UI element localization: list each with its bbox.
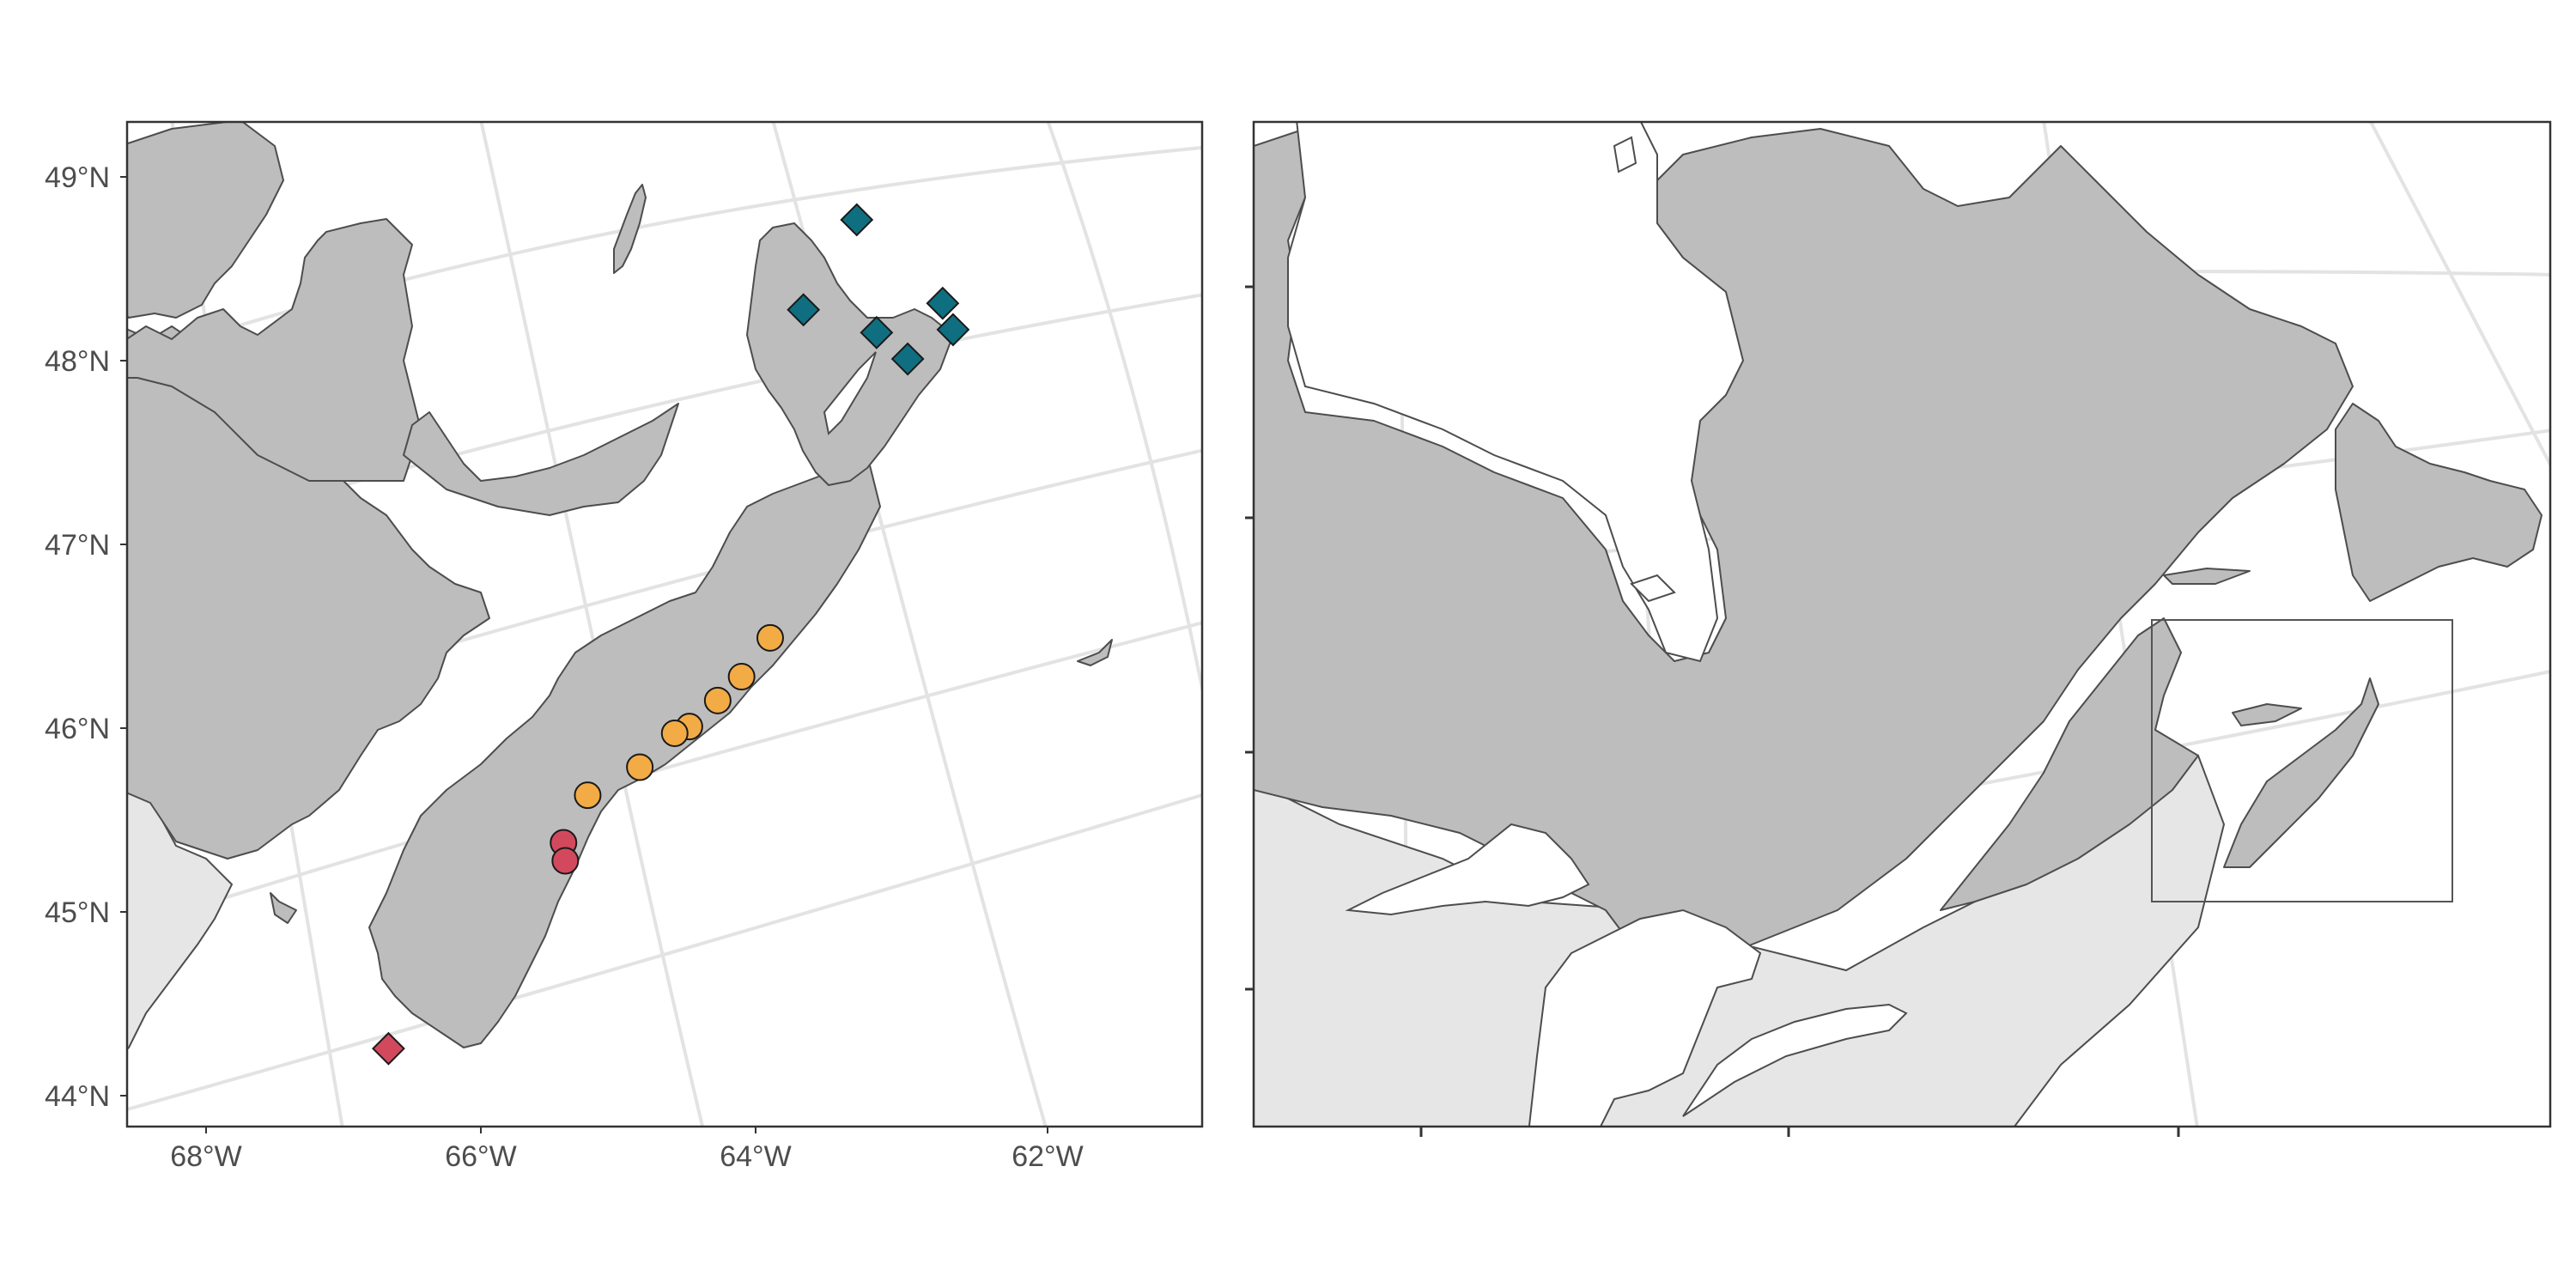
- nova-scotia-land: [368, 454, 881, 1048]
- pei-inset: [2232, 703, 2302, 726]
- study-sites: [372, 203, 970, 1066]
- site-marker-red-diamond: [372, 1031, 405, 1066]
- right-map-frame: [1252, 120, 2552, 1128]
- site-marker-teal-diamond: [936, 313, 970, 347]
- lat-tick-label: 47°N: [45, 529, 110, 562]
- left-lon-axis: 68°W 66°W 64°W 62°W: [170, 1127, 1084, 1173]
- lon-tick-label: 66°W: [445, 1140, 517, 1173]
- bras-dor-lake: [823, 351, 877, 436]
- left-map-frame: [125, 120, 1204, 1128]
- site-marker-teal-diamond: [926, 286, 960, 320]
- lon-tick-label: 64°W: [720, 1140, 792, 1173]
- site-marker-orange-circle: [626, 753, 654, 781]
- lat-tick-label: 44°N: [45, 1080, 110, 1113]
- lake-superior: [1345, 823, 1590, 916]
- right-axis-ticks: [1245, 285, 2180, 1137]
- gaspe-maritimes-land: [1940, 617, 2199, 911]
- lon-tick-label: 68°W: [170, 1140, 242, 1173]
- prince-edward-island-land: [403, 403, 679, 516]
- lat-tick-label: 48°N: [45, 345, 110, 378]
- james-bay-water: [1287, 122, 1745, 663]
- newfoundland-land: [2335, 403, 2543, 602]
- site-marker-orange-circle: [727, 663, 756, 691]
- anticosti-island-inset: [2163, 568, 2251, 585]
- lake-erie-ontario: [1682, 1003, 1908, 1117]
- manicouagan-reservoir: [1613, 136, 1637, 173]
- site-marker-orange-circle: [660, 719, 689, 747]
- lat-tick-label: 46°N: [45, 713, 110, 745]
- site-marker-red-circle: [551, 847, 580, 875]
- lat-tick-label: 49°N: [45, 161, 110, 194]
- site-marker-orange-circle: [756, 623, 784, 652]
- site-marker-orange-circle: [703, 686, 732, 714]
- cape-breton-land: [746, 222, 954, 486]
- anticosti-island: [613, 184, 647, 274]
- quebec-north-shore-land: [127, 122, 284, 319]
- left-lat-axis: 49°N 48°N 47°N 46°N 45°N 44°N: [45, 161, 127, 1113]
- sable-island: [1077, 639, 1113, 666]
- site-marker-teal-diamond: [890, 342, 925, 376]
- site-marker-orange-circle: [574, 781, 602, 810]
- gaspe-land: [127, 218, 422, 482]
- nova-scotia-land-inset: [2223, 677, 2379, 868]
- lake-st-john: [1630, 574, 1676, 603]
- lat-tick-label: 45°N: [45, 896, 110, 929]
- left-map-panel: 49°N 48°N 47°N 46°N 45°N 44°N 68°W 66°W …: [45, 120, 1204, 1173]
- site-marker-teal-diamond: [787, 293, 821, 327]
- site-marker-teal-diamond: [860, 315, 894, 349]
- inset-extent-box: [2151, 619, 2453, 902]
- grand-manan-island: [270, 892, 297, 924]
- lon-tick-label: 62°W: [1012, 1140, 1084, 1173]
- lake-michigan-huron: [1528, 908, 1762, 1127]
- site-marker-teal-diamond: [840, 203, 874, 237]
- right-map-panel: [1245, 120, 2552, 1137]
